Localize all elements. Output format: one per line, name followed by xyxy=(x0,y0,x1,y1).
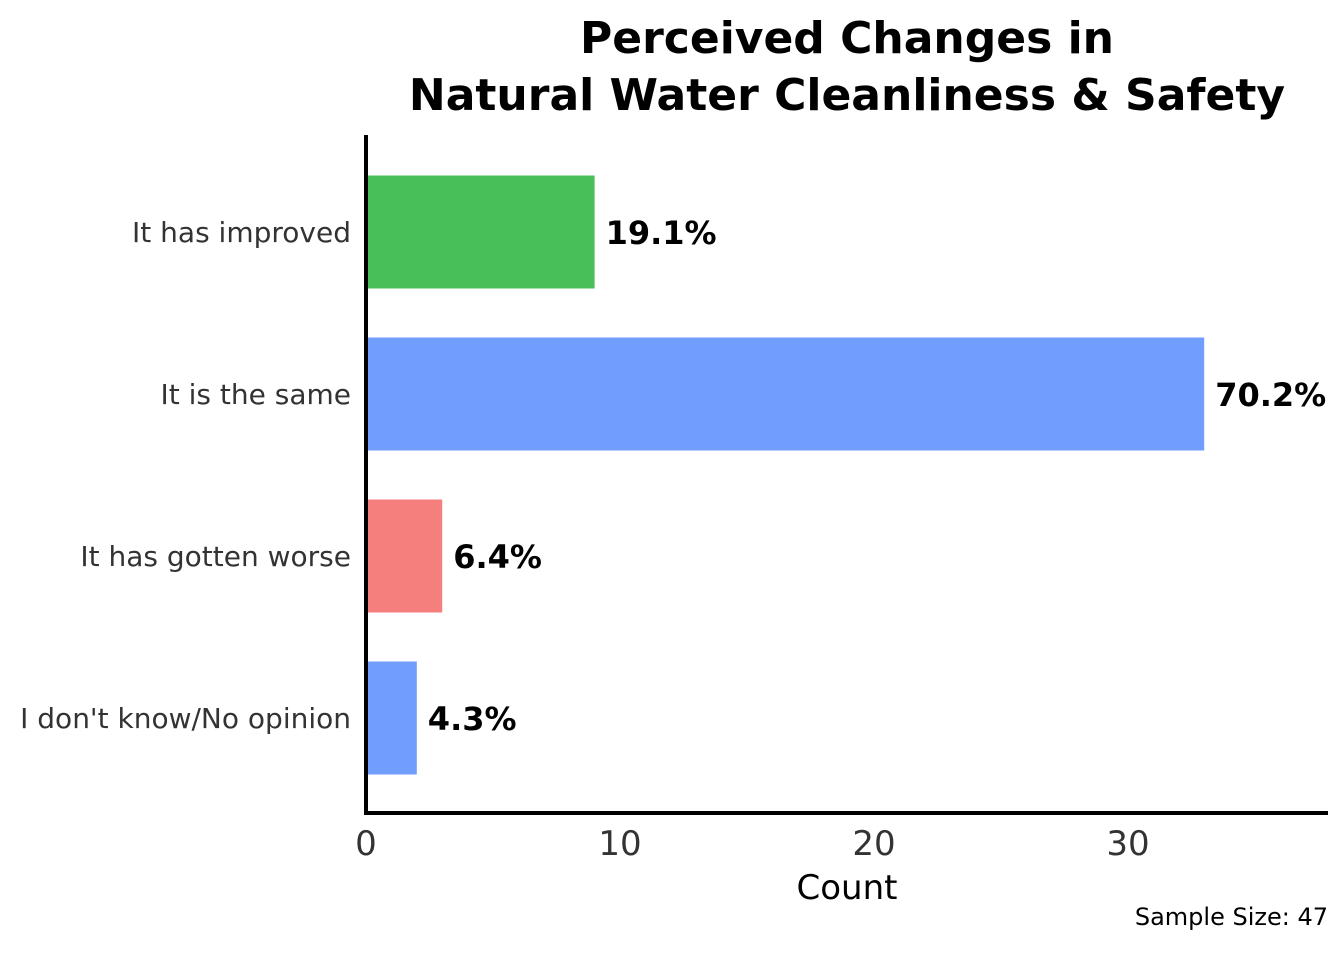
bar-i-don-t-know-no-opinion xyxy=(366,661,417,775)
category-label-it-has-improved: It has improved xyxy=(132,216,351,249)
bars xyxy=(366,175,1205,775)
chart-title: Perceived Changes in Natural Water Clean… xyxy=(409,13,1285,121)
data-label-it-has-gotten-worse: 6.4% xyxy=(453,538,542,576)
category-label-it-has-gotten-worse: It has gotten worse xyxy=(80,540,351,573)
x-axis-ticks: 0 10 20 30 xyxy=(355,824,1149,864)
category-labels: It has improved It is the same It has gott… xyxy=(20,216,351,735)
bar-it-has-improved xyxy=(366,175,595,289)
category-label-i-don-t-know-no-opinion: I don't know/No opinion xyxy=(20,702,351,735)
data-label-it-has-improved: 19.1% xyxy=(606,214,717,252)
chart-title-line-2: Natural Water Cleanliness & Safety xyxy=(409,70,1285,121)
x-tick-label-10: 10 xyxy=(598,824,641,864)
x-tick-label-20: 20 xyxy=(852,824,895,864)
x-tick-label-30: 30 xyxy=(1106,824,1149,864)
chart-title-line-1: Perceived Changes in xyxy=(580,13,1114,64)
bar-it-is-the-same xyxy=(366,337,1205,451)
bar-it-has-gotten-worse xyxy=(366,499,443,613)
sample-size-caption: Sample Size: 47 xyxy=(1135,903,1328,931)
data-labels: 19.1% 70.2% 6.4% 4.3% xyxy=(428,214,1326,738)
x-axis-title: Count xyxy=(797,868,898,908)
category-label-it-is-the-same: It is the same xyxy=(160,378,351,411)
data-label-it-is-the-same: 70.2% xyxy=(1215,376,1326,414)
x-tick-label-0: 0 xyxy=(355,824,377,864)
data-label-i-don-t-know-no-opinion: 4.3% xyxy=(428,700,517,738)
